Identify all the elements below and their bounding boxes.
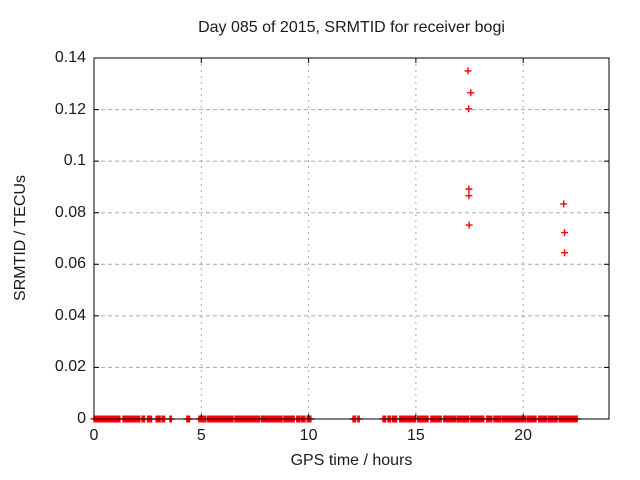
y-tick-label: 0 (77, 410, 86, 427)
x-tick-label: 10 (299, 427, 318, 444)
plot-border (93, 57, 610, 420)
y-tick-label: 0.14 (54, 49, 86, 66)
x-tick-label: 15 (406, 427, 425, 444)
y-tick-label: 0.08 (54, 203, 86, 221)
data-point-markers (464, 67, 569, 257)
y-tick-label: 0.1 (63, 152, 86, 170)
y-tick-label: 0.06 (54, 255, 86, 273)
x-tick-label: 5 (196, 427, 206, 444)
y-tick-label: 0.04 (54, 306, 86, 324)
y-tick-label: 0.12 (54, 100, 86, 118)
y-axis-title: SRMTID / TECUs (12, 175, 29, 301)
chart-title: Day 085 of 2015, SRMTID for receiver bog… (198, 19, 505, 36)
x-tick-label: 0 (89, 427, 99, 444)
y-tick-label: 0.02 (54, 358, 86, 376)
x-axis-title: GPS time / hours (290, 452, 413, 469)
x-tick-label: 20 (514, 427, 533, 444)
